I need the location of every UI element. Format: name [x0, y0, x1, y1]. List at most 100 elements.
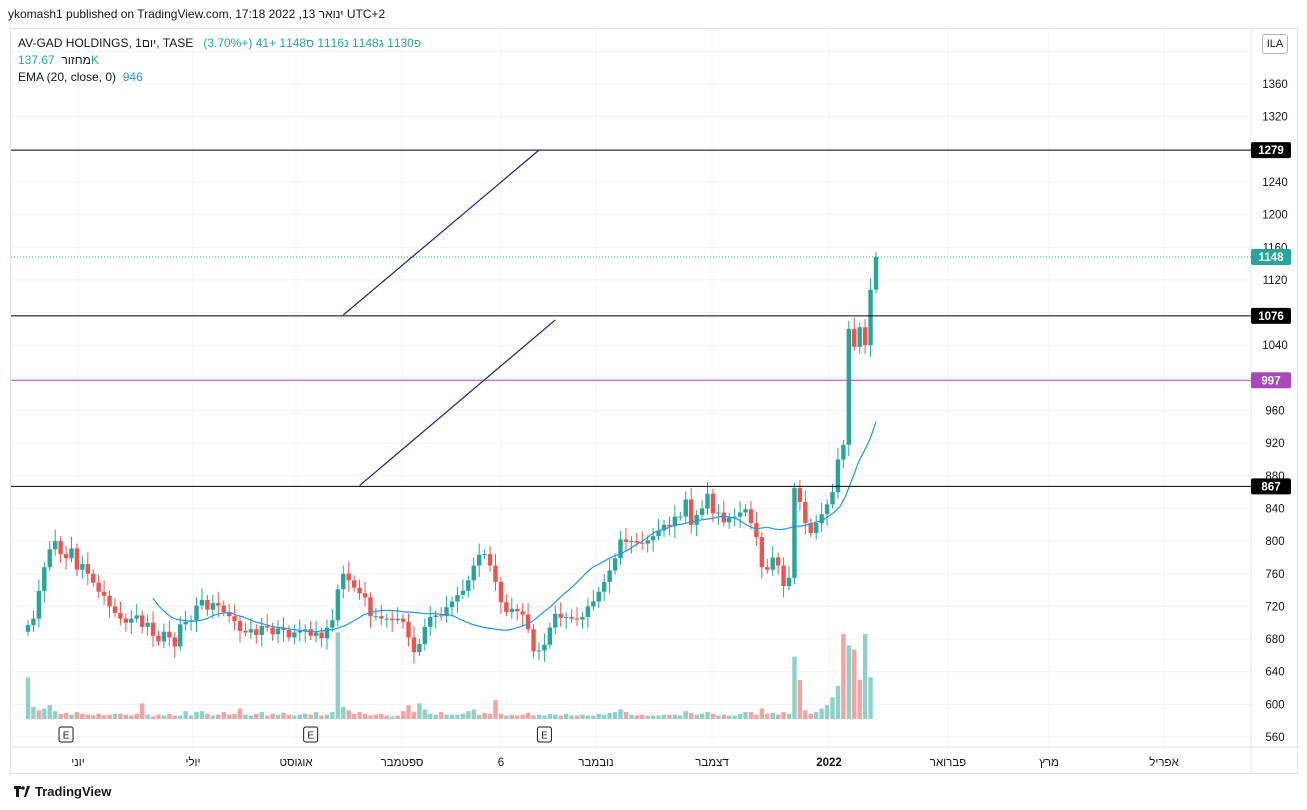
price-badge-1279 — [1251, 142, 1291, 159]
candle-body — [553, 613, 558, 628]
tradingview-footer: TradingView — [14, 784, 111, 799]
volume-bar — [460, 713, 466, 719]
volume-bar — [205, 713, 210, 719]
volume-bar — [199, 711, 205, 719]
candle-body — [536, 650, 542, 652]
volume-bar — [145, 714, 150, 719]
volume-bar — [618, 709, 623, 719]
volume-bar — [281, 712, 286, 719]
x-tick-label: יולי — [185, 756, 200, 769]
volume-bar — [275, 714, 281, 719]
y-tick-label: 840 — [1265, 503, 1284, 515]
candle-body — [640, 542, 645, 544]
price-badge-867 — [1251, 478, 1291, 495]
y-tick-label: 960 — [1265, 406, 1284, 418]
volume-bar — [400, 711, 406, 719]
candle-body — [319, 632, 324, 639]
candle-body — [80, 563, 85, 570]
volume-bar — [808, 713, 813, 719]
candle-body — [96, 582, 101, 592]
currency-badge[interactable]: ILA — [1262, 34, 1288, 54]
x-tick-label: פברואר — [930, 757, 966, 769]
candle-body — [330, 620, 335, 628]
volume-value: 137.67K — [18, 53, 99, 67]
price-badge-1076 — [1251, 307, 1291, 324]
candle-body — [58, 541, 63, 555]
ema-label[interactable]: EMA (20, close, 0) — [18, 70, 117, 84]
volume-bar — [841, 634, 846, 719]
candle-body — [580, 617, 585, 620]
volume-bar — [814, 712, 819, 719]
candle-body — [107, 595, 112, 607]
volume-bar — [602, 714, 607, 719]
candle-body — [563, 617, 569, 619]
candle-body — [373, 616, 379, 618]
volume-bar — [25, 677, 31, 719]
volume-bar — [650, 715, 656, 719]
volume-bar — [536, 714, 542, 719]
candle-body — [645, 540, 650, 544]
candle-body — [520, 611, 525, 615]
candle-body — [650, 536, 656, 541]
x-tick-label: יוני — [71, 757, 84, 769]
candle-body — [69, 548, 74, 559]
published-info: ykomash1 published on TradingView.com, 1… — [8, 7, 386, 21]
volume-bar — [688, 712, 694, 719]
volume-bar — [819, 708, 824, 719]
trend-line-1 — [342, 149, 540, 316]
candle-body — [667, 524, 672, 527]
volume-bar — [248, 715, 254, 719]
volume-bar — [797, 679, 803, 719]
candle-body — [384, 618, 389, 620]
volume-bar — [525, 712, 531, 719]
volume-bar — [770, 712, 775, 719]
volume-bar — [422, 709, 428, 719]
candle-body — [433, 615, 438, 618]
candle-body — [602, 581, 607, 592]
candle-body — [221, 605, 226, 613]
volume-bar — [656, 715, 661, 719]
candle-body — [25, 625, 31, 632]
volume-bar — [852, 649, 857, 719]
candle-body — [808, 523, 813, 533]
volume-bar — [237, 708, 243, 719]
chart-frame[interactable]: E E E 560 600 640 680 720 760 800 840 880 920 960 1040… — [10, 28, 1299, 775]
candle-body — [683, 499, 688, 517]
volume-bar — [449, 714, 455, 719]
volume-bar — [476, 714, 482, 719]
volume-bar — [96, 713, 101, 719]
trend-line-2 — [359, 319, 556, 487]
y-tick-label: 1120 — [1263, 275, 1288, 287]
symbol-title[interactable]: AV-GAD HOLDINGS, 1יום, TASE — [18, 36, 194, 50]
candle-body — [814, 523, 819, 533]
candle-body — [781, 565, 786, 586]
candle-body — [612, 558, 618, 571]
y-tick-label: 920 — [1265, 438, 1284, 450]
ema-line — [152, 421, 877, 633]
earnings-marker-label: E — [307, 731, 314, 742]
candle-body — [368, 597, 373, 617]
candle-body — [482, 554, 487, 556]
candle-body — [112, 606, 118, 613]
candle-body — [52, 541, 58, 550]
volume-bar — [504, 715, 509, 719]
candle-body — [183, 621, 188, 625]
volume-bar — [91, 715, 96, 719]
candle-body — [422, 626, 428, 644]
volume-bar — [433, 714, 438, 719]
candle-body — [178, 624, 183, 647]
volume-bar — [721, 714, 726, 719]
price-chart[interactable]: E E E 5606006406807207608008408809209601040… — [11, 29, 1299, 775]
candle-body — [509, 608, 514, 613]
volume-bar — [270, 713, 275, 719]
volume-bar — [243, 714, 248, 719]
candle-body — [406, 621, 411, 638]
candle-body — [792, 488, 797, 578]
earnings-marker — [58, 726, 74, 743]
volume-bar — [167, 713, 172, 719]
volume-label[interactable]: מחזור — [61, 53, 91, 67]
volume-bar — [63, 712, 69, 719]
volume-bar — [694, 714, 699, 719]
candle-body — [498, 581, 504, 603]
earnings-marker-label: E — [63, 731, 70, 742]
